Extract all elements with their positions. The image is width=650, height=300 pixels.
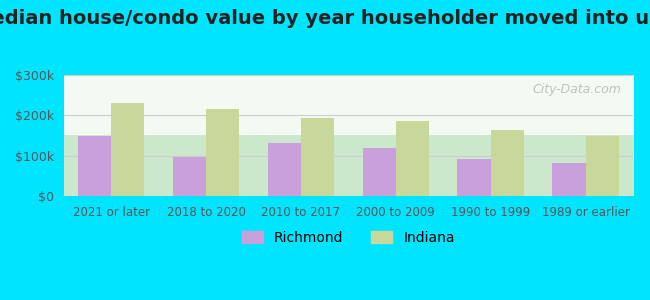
Legend: Richmond, Indiana: Richmond, Indiana — [237, 225, 460, 250]
Bar — [111, 103, 144, 196]
Bar — [78, 136, 111, 196]
Bar — [586, 136, 619, 196]
Bar — [268, 143, 301, 196]
Text: City-Data.com: City-Data.com — [533, 83, 621, 97]
Bar — [173, 157, 206, 197]
Bar — [206, 110, 239, 196]
Bar — [552, 163, 586, 196]
Text: Median house/condo value by year householder moved into unit: Median house/condo value by year househo… — [0, 9, 650, 28]
Bar — [396, 121, 429, 196]
Bar — [301, 118, 334, 196]
Bar — [458, 159, 491, 196]
Bar — [363, 148, 396, 196]
Bar — [491, 130, 524, 196]
